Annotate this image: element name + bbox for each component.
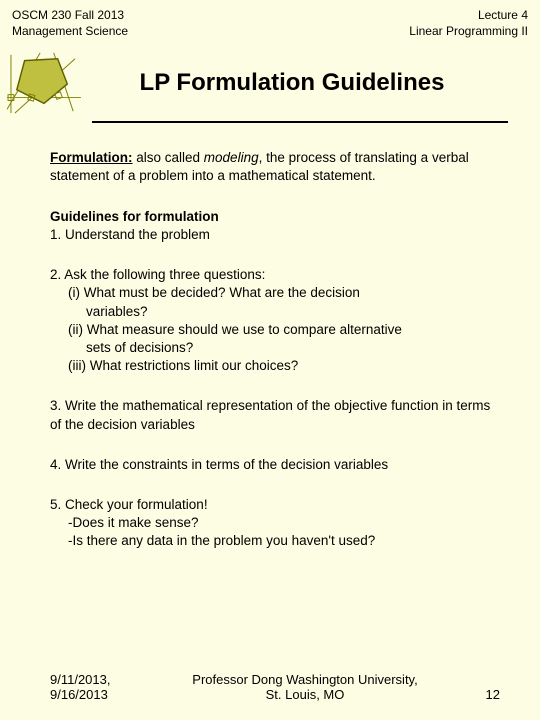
slide-header: OSCM 230 Fall 2013 Management Science Le… xyxy=(0,0,540,43)
formulation-italic: modeling xyxy=(204,150,259,165)
pentagon-logo-icon xyxy=(4,49,84,117)
step-5-b: -Is there any data in the problem you ha… xyxy=(50,532,500,550)
step-3: 3. Write the mathematical representation… xyxy=(50,397,500,433)
step-5-a: -Does it make sense? xyxy=(50,514,500,532)
step-5-block: 5. Check your formulation! -Does it make… xyxy=(50,496,500,551)
step-2-block: 2. Ask the following three questions: (i… xyxy=(50,266,500,375)
guidelines-block: Guidelines for formulation 1. Understand… xyxy=(50,208,500,244)
lecture-number: Lecture 4 xyxy=(409,8,528,24)
slide-footer: 9/11/2013, 9/16/2013 Professor Dong Wash… xyxy=(0,672,540,702)
footer-credit-2: St. Louis, MO xyxy=(150,687,460,702)
step-5-intro: 5. Check your formulation! xyxy=(50,496,500,514)
step-1: 1. Understand the problem xyxy=(50,226,500,244)
footer-date-1: 9/11/2013, xyxy=(50,672,150,687)
formulation-text-a: also called xyxy=(133,150,204,165)
formulation-label: Formulation: xyxy=(50,150,133,165)
footer-date-2: 9/16/2013 xyxy=(50,687,150,702)
guidelines-heading: Guidelines for formulation xyxy=(50,208,500,226)
step-2-i-b: variables? xyxy=(50,303,500,321)
lecture-topic: Linear Programming II xyxy=(409,24,528,40)
footer-credit-1: Professor Dong Washington University, xyxy=(150,672,460,687)
title-row: LP Formulation Guidelines xyxy=(0,49,540,117)
step-2-intro: 2. Ask the following three questions: xyxy=(50,266,500,284)
formulation-definition: Formulation: also called modeling, the p… xyxy=(50,149,500,185)
page-number: 12 xyxy=(460,687,500,702)
step-2-ii-a: (ii) What measure should we use to compa… xyxy=(50,321,500,339)
step-2-ii-b: sets of decisions? xyxy=(50,339,500,357)
header-left: OSCM 230 Fall 2013 Management Science xyxy=(12,8,128,39)
course-code: OSCM 230 Fall 2013 xyxy=(12,8,128,24)
department: Management Science xyxy=(12,24,128,40)
footer-dates: 9/11/2013, 9/16/2013 xyxy=(50,672,150,702)
header-right: Lecture 4 Linear Programming II xyxy=(409,8,528,39)
page-title: LP Formulation Guidelines xyxy=(84,69,540,97)
step-4: 4. Write the constraints in terms of the… xyxy=(50,456,500,474)
step-2-i-a: (i) What must be decided? What are the d… xyxy=(50,284,500,302)
step-2-iii: (iii) What restrictions limit our choice… xyxy=(50,357,500,375)
content: Formulation: also called modeling, the p… xyxy=(0,123,540,551)
footer-credit: Professor Dong Washington University, St… xyxy=(150,672,460,702)
